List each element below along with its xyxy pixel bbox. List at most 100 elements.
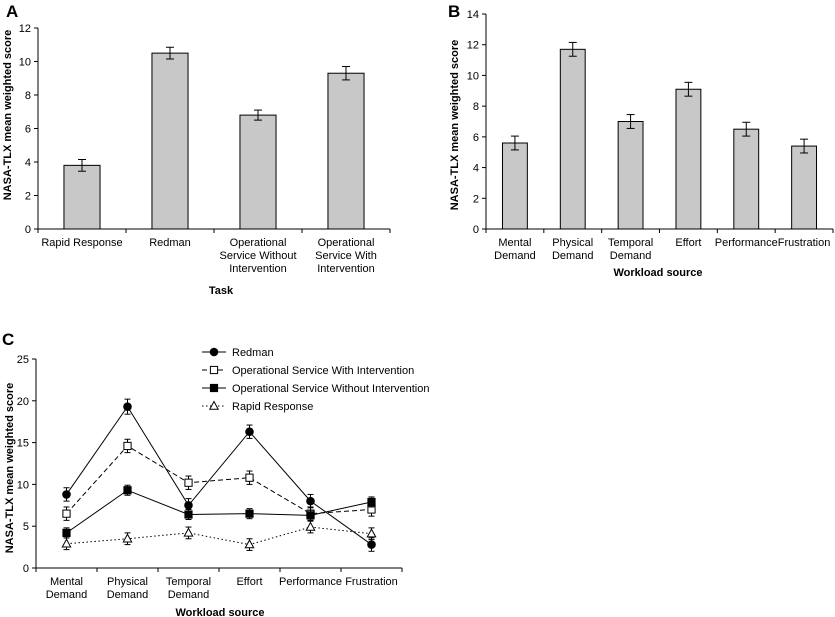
x-tick-label-line: Performance: [715, 237, 778, 249]
x-tick-label: Effort: [675, 237, 701, 249]
y-tick-label: 2: [473, 193, 479, 205]
data-point: [184, 510, 193, 519]
data-point: [245, 473, 254, 482]
panel-a-label: A: [6, 2, 18, 21]
data-point: [62, 509, 71, 518]
data-point: [62, 490, 71, 499]
x-tick-label: Effort: [236, 576, 262, 588]
x-tick-label-line: Demand: [107, 589, 149, 601]
panel-a-x-axis-title: Task: [209, 285, 234, 297]
y-tick-label: 10: [467, 70, 479, 82]
x-tick-label: Physical Demand: [107, 576, 149, 601]
panel-a: A NASA-TLX mean weighted score Task 0 2 4 6…: [2, 2, 391, 297]
y-tick-label: 5: [23, 521, 29, 533]
bar: [501, 142, 528, 230]
series-2: [62, 484, 376, 539]
data-point: [123, 402, 132, 411]
data-point: [183, 527, 194, 537]
bar: [151, 52, 189, 230]
series-1: [62, 438, 376, 521]
data-point: [245, 509, 254, 518]
x-tick-label: Performance: [279, 576, 342, 588]
y-tick-label: 14: [467, 9, 479, 21]
x-tick-label-line: Physical: [552, 237, 593, 249]
x-tick-label: Frustration: [778, 237, 831, 249]
legend-label: Rapid Response: [232, 401, 313, 413]
panel-b-label: B: [448, 2, 460, 21]
x-tick-label-line: Frustration: [778, 237, 831, 249]
x-tick-label-line: Performance: [279, 576, 342, 588]
bar: [791, 145, 818, 230]
y-tick-label: 25: [17, 354, 29, 366]
x-tick-label-line: Mental: [50, 576, 83, 588]
y-tick-label: 20: [17, 396, 29, 408]
data-point: [366, 528, 377, 538]
y-tick-label: 0: [473, 224, 479, 236]
panel-c: C NASA-TLX mean weighted score Workload …: [2, 330, 430, 617]
x-tick-label-line: Operational: [230, 237, 287, 249]
x-tick-label-line: Demand: [46, 589, 88, 601]
y-tick-label: 0: [23, 563, 29, 575]
legend-label: Operational Service Without Intervention: [232, 383, 430, 395]
x-tick-label: Mental Demand: [494, 237, 536, 262]
data-point: [123, 441, 132, 451]
data-point: [123, 486, 132, 495]
x-tick-label-line: Demand: [494, 250, 536, 262]
x-tick-label-line: Demand: [610, 250, 652, 262]
x-tick-label: Redman: [149, 237, 191, 249]
data-point: [244, 539, 255, 549]
data-point: [184, 501, 193, 510]
x-tick-label-line: Service Without: [219, 250, 296, 262]
x-tick-label: Physical Demand: [552, 237, 594, 262]
bar: [733, 128, 760, 230]
series-0: [62, 398, 376, 552]
x-tick-label: Performance: [715, 237, 778, 249]
x-tick-label: Operational Service Without Intervention: [219, 237, 296, 275]
series-line: [66, 489, 372, 534]
x-tick-label-line: Demand: [552, 250, 594, 262]
series-line: [66, 445, 372, 515]
y-tick-label: 12: [467, 40, 479, 52]
x-tick-label-line: Frustration: [345, 576, 398, 588]
y-tick-label: 2: [25, 191, 31, 203]
x-tick-label-line: Rapid Response: [41, 237, 122, 249]
data-point: [306, 511, 315, 520]
x-tick-label: Temporal Demand: [166, 576, 211, 601]
panel-b-x-axis-title: Workload source: [613, 267, 702, 279]
y-tick-label: 8: [473, 101, 479, 113]
legend-marker: [209, 365, 219, 375]
panel-c-x-axis-title: Workload source: [175, 607, 264, 617]
x-tick-label-line: Intervention: [229, 263, 286, 275]
x-tick-label-line: Intervention: [317, 263, 374, 275]
panel-a-plot: 0 2 4 6 8 10 12 Rapid Response Redman Operational…: [19, 23, 391, 275]
x-tick-label-line: Redman: [149, 237, 191, 249]
x-tick-label-line: Operational: [318, 237, 375, 249]
x-tick-label: Frustration: [345, 576, 398, 588]
panel-c-legend: Redman Operational Service With Intervent…: [202, 347, 430, 413]
bar: [617, 121, 644, 230]
panel-a-y-axis-title: NASA-TLX mean weighted score: [2, 30, 14, 201]
legend-label: Redman: [232, 347, 274, 359]
data-point: [245, 427, 254, 437]
y-tick-label: 10: [17, 479, 29, 491]
y-tick-label: 4: [25, 157, 31, 169]
data-point: [367, 497, 376, 507]
x-tick-label-line: Service With: [315, 250, 377, 262]
legend-marker: [209, 347, 219, 357]
data-point: [122, 533, 133, 543]
y-tick-label: 6: [25, 124, 31, 136]
y-tick-label: 8: [25, 90, 31, 102]
x-tick-label-line: Effort: [236, 576, 262, 588]
x-tick-label-line: Demand: [168, 589, 210, 601]
bar: [675, 88, 702, 230]
y-tick-label: 0: [25, 224, 31, 236]
bar: [239, 114, 277, 230]
data-point: [184, 478, 193, 487]
panel-b-y-axis-title: NASA-TLX mean weighted score: [449, 40, 461, 211]
data-point: [306, 496, 315, 506]
panel-c-label: C: [2, 330, 14, 349]
legend-marker: [208, 400, 220, 410]
